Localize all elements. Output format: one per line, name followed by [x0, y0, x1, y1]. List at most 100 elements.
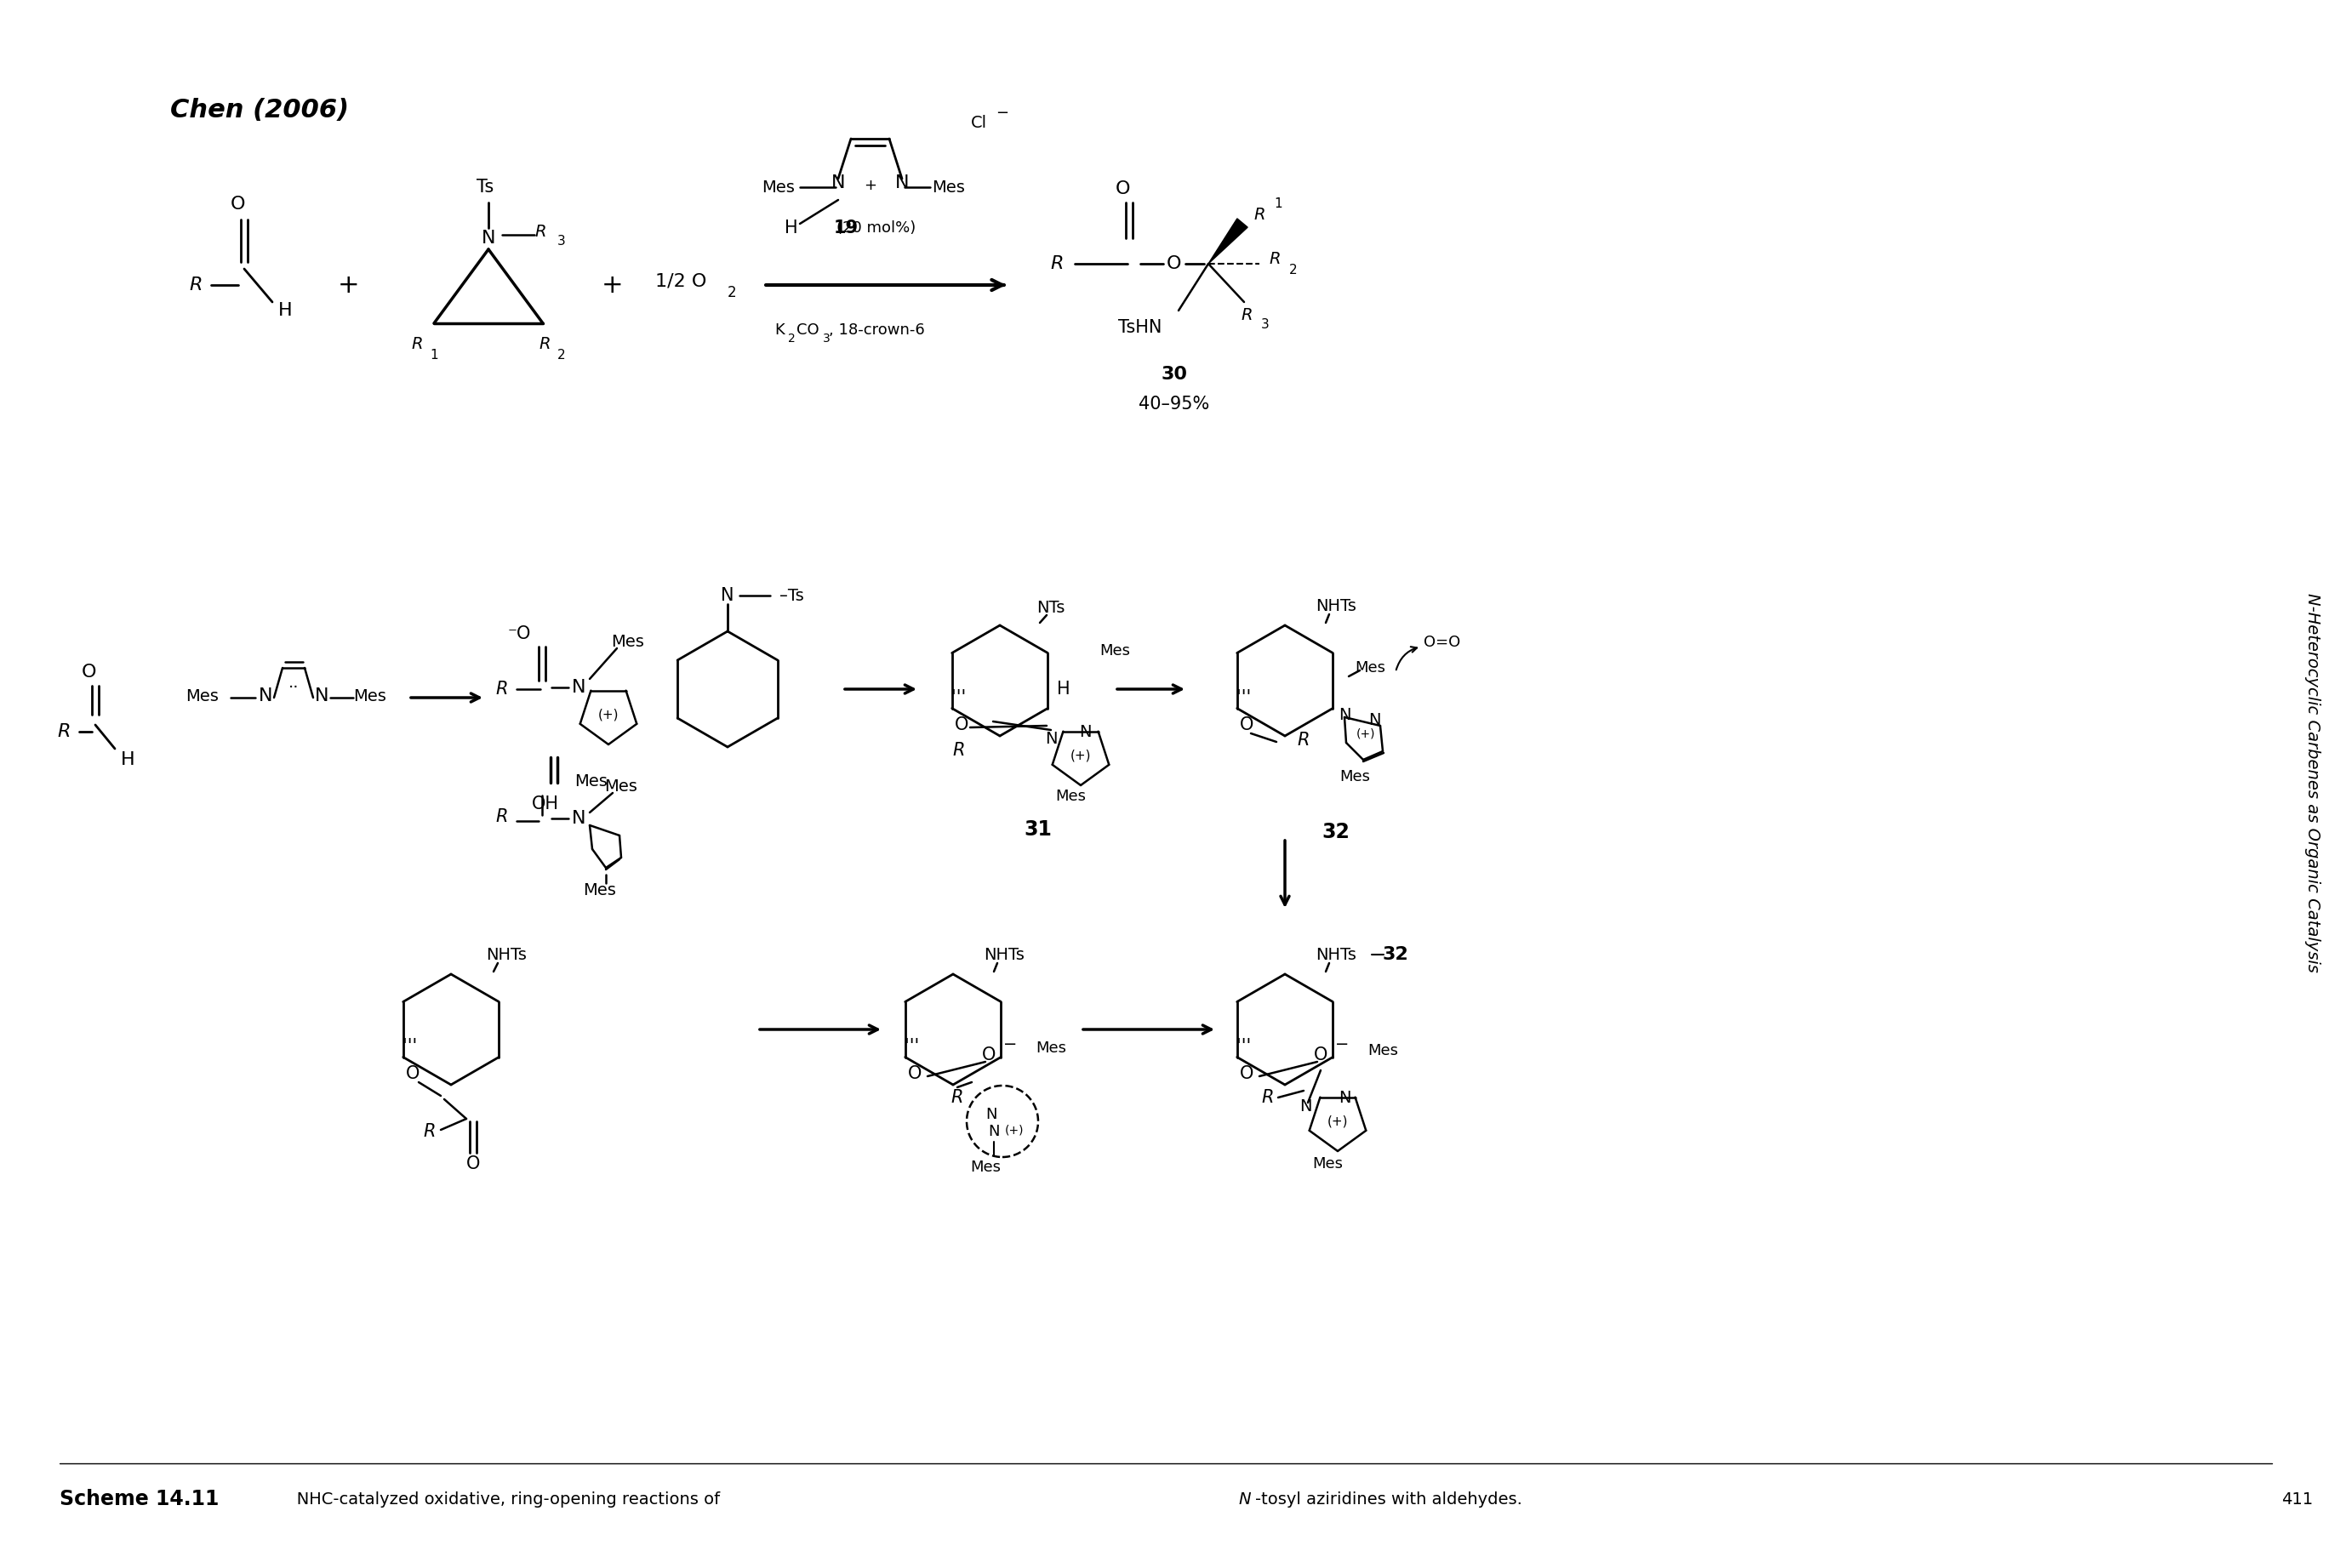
Text: Scheme 14.11: Scheme 14.11	[59, 1490, 219, 1510]
Text: H: H	[278, 303, 292, 318]
Text: Mes: Mes	[612, 635, 644, 651]
Text: OH: OH	[532, 795, 560, 812]
Text: Mes: Mes	[1338, 770, 1369, 784]
Text: Mes: Mes	[931, 179, 964, 196]
Text: ''': '''	[1237, 1038, 1251, 1055]
Text: R: R	[188, 276, 202, 293]
Text: (+): (+)	[1327, 1115, 1348, 1127]
Text: N: N	[1080, 723, 1091, 740]
Text: ''': '''	[1237, 690, 1251, 706]
Text: R: R	[953, 742, 964, 759]
Text: N: N	[572, 811, 586, 826]
Text: 3: 3	[1261, 318, 1270, 331]
Text: NHTs: NHTs	[983, 947, 1025, 963]
Text: 30: 30	[1162, 365, 1188, 383]
Text: R: R	[1254, 207, 1265, 223]
Text: 3: 3	[557, 235, 567, 248]
Text: R: R	[1270, 251, 1279, 267]
Text: N: N	[1298, 1098, 1312, 1115]
Text: 1: 1	[430, 350, 437, 362]
Text: +: +	[863, 177, 877, 193]
Text: 2: 2	[788, 332, 795, 345]
Text: O: O	[908, 1065, 922, 1082]
Text: +: +	[339, 273, 360, 298]
Text: Mes: Mes	[574, 773, 607, 789]
Text: N: N	[315, 687, 329, 704]
Text: H: H	[120, 751, 134, 768]
Text: Mes: Mes	[1355, 660, 1385, 676]
Text: 32: 32	[1322, 822, 1350, 842]
Text: N: N	[722, 586, 734, 604]
Text: Mes: Mes	[583, 881, 616, 898]
Text: N: N	[1237, 1491, 1251, 1507]
Text: −: −	[1336, 1036, 1350, 1052]
Text: O: O	[230, 196, 245, 213]
Text: Mes: Mes	[1056, 789, 1087, 804]
Text: N: N	[985, 1107, 997, 1123]
Text: N: N	[1338, 1090, 1350, 1105]
Text: -tosyl aziridines with aldehydes.: -tosyl aziridines with aldehydes.	[1256, 1491, 1522, 1507]
Text: 1: 1	[1275, 198, 1282, 210]
Text: 31: 31	[1023, 820, 1051, 840]
Text: O: O	[407, 1065, 419, 1082]
Text: N: N	[1044, 731, 1056, 746]
Text: K: K	[774, 323, 783, 337]
Text: (+): (+)	[597, 709, 619, 721]
Text: N: N	[1338, 707, 1350, 723]
Text: NTs: NTs	[1037, 601, 1065, 616]
Text: N: N	[896, 174, 908, 191]
Text: N: N	[988, 1124, 1000, 1140]
Text: R: R	[1051, 256, 1063, 273]
Text: R: R	[539, 337, 550, 353]
Text: H: H	[1056, 681, 1070, 698]
Text: R: R	[496, 681, 508, 698]
Text: Mes: Mes	[1098, 643, 1129, 659]
Text: 2: 2	[557, 350, 567, 362]
Text: R: R	[534, 223, 546, 240]
Text: NHTs: NHTs	[487, 947, 527, 963]
Text: N: N	[572, 679, 586, 696]
Text: O: O	[1240, 717, 1254, 734]
Text: Mes: Mes	[1312, 1156, 1343, 1171]
Text: Cl: Cl	[971, 116, 988, 132]
Text: R: R	[412, 337, 423, 353]
Text: 411: 411	[2281, 1491, 2314, 1507]
Text: R: R	[423, 1123, 435, 1140]
Text: 2: 2	[1289, 263, 1298, 278]
Polygon shape	[1209, 218, 1247, 263]
Text: N-Heterocyclic Carbenes as Organic Catalysis: N-Heterocyclic Carbenes as Organic Catal…	[2305, 593, 2321, 972]
Text: , 18-crown-6: , 18-crown-6	[828, 323, 924, 337]
Text: O: O	[981, 1046, 995, 1063]
Text: O: O	[1115, 180, 1131, 198]
Text: Mes: Mes	[604, 779, 637, 795]
Text: (+): (+)	[1070, 750, 1091, 762]
Text: TsHN: TsHN	[1120, 318, 1162, 336]
Text: –Ts: –Ts	[779, 588, 804, 604]
Text: N: N	[830, 174, 844, 191]
Text: R: R	[1261, 1090, 1275, 1105]
Text: 2: 2	[727, 285, 736, 301]
Text: NHTs: NHTs	[1315, 947, 1357, 963]
Text: Mes: Mes	[186, 688, 219, 704]
Text: O: O	[1240, 1065, 1254, 1082]
Text: N: N	[482, 230, 496, 246]
Text: Mes: Mes	[969, 1160, 1000, 1174]
Text: (20 mol%): (20 mol%)	[837, 221, 917, 235]
Text: 40–95%: 40–95%	[1138, 395, 1209, 412]
Text: Mes: Mes	[1035, 1041, 1065, 1055]
Text: (+): (+)	[1004, 1124, 1023, 1135]
Text: O: O	[466, 1156, 480, 1173]
Text: R: R	[56, 723, 71, 740]
Text: O: O	[955, 717, 969, 734]
Text: O: O	[82, 663, 96, 681]
Text: NHC-catalyzed oxidative, ring-opening reactions of: NHC-catalyzed oxidative, ring-opening re…	[280, 1491, 724, 1507]
Text: CO: CO	[797, 323, 818, 337]
Text: NHTs: NHTs	[1315, 597, 1357, 613]
Text: N: N	[1369, 712, 1381, 728]
Text: 32: 32	[1383, 946, 1409, 963]
Text: Mes: Mes	[353, 688, 386, 704]
Text: (+): (+)	[1357, 728, 1376, 740]
Text: −: −	[1002, 1036, 1016, 1052]
Text: Ts: Ts	[477, 179, 494, 196]
Text: −: −	[995, 105, 1009, 121]
